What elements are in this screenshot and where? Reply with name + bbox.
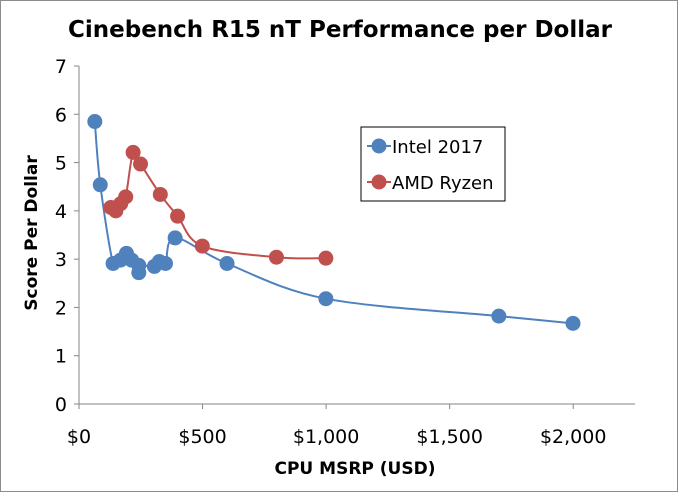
x-tick-label: $500 <box>178 426 226 448</box>
legend-label-intel-2017: Intel 2017 <box>392 137 483 158</box>
data-point-intel-2017 <box>167 230 183 246</box>
data-point-amd-ryzen <box>152 186 168 202</box>
y-tick-label: 2 <box>55 297 67 319</box>
x-tick-label: $2,000 <box>540 426 606 448</box>
data-point-amd-ryzen <box>268 249 284 265</box>
legend-label-amd-ryzen: AMD Ryzen <box>392 173 494 194</box>
series-amd-ryzen <box>103 144 334 266</box>
x-axis-label: CPU MSRP (USD) <box>275 459 436 479</box>
y-tick-label: 4 <box>55 201 67 223</box>
data-point-amd-ryzen <box>318 250 334 266</box>
data-point-intel-2017 <box>92 177 108 193</box>
y-tick-label: 5 <box>55 153 67 175</box>
data-point-amd-ryzen <box>125 144 141 160</box>
data-point-intel-2017 <box>87 114 103 130</box>
y-tick-label: 6 <box>55 104 67 126</box>
x-tick-label: $1,000 <box>293 426 359 448</box>
y-tick-label: 7 <box>55 56 67 78</box>
series-intel-2017 <box>87 114 581 331</box>
chart-title: Cinebench R15 nT Performance per Dollar <box>68 17 613 43</box>
data-point-intel-2017 <box>565 315 581 331</box>
x-tick-label: $0 <box>67 426 91 448</box>
data-point-intel-2017 <box>491 308 507 324</box>
axes: 0 1 2 3 4 5 6 7 $0 $500 $1,000 $1,500 $2,000 <box>55 56 635 448</box>
data-point-intel-2017 <box>131 257 147 273</box>
data-point-amd-ryzen <box>194 238 210 254</box>
data-point-amd-ryzen <box>118 189 134 205</box>
data-point-intel-2017 <box>157 255 173 271</box>
data-point-intel-2017 <box>219 255 235 271</box>
legend-marker-amd-ryzen <box>371 174 387 190</box>
y-axis-label: Score Per Dollar <box>22 155 42 311</box>
data-point-amd-ryzen <box>133 156 149 172</box>
legend-box <box>360 126 506 202</box>
y-tick-label: 0 <box>55 394 67 416</box>
legend-marker-intel-2017 <box>371 138 387 154</box>
series-layer <box>87 114 581 331</box>
x-tick-label: $1,500 <box>416 426 482 448</box>
data-point-amd-ryzen <box>170 208 186 224</box>
legend: Intel 2017 AMD Ryzen <box>360 126 506 202</box>
y-tick-label: 3 <box>55 249 67 271</box>
data-point-intel-2017 <box>318 291 334 307</box>
y-tick-label: 1 <box>55 346 67 368</box>
